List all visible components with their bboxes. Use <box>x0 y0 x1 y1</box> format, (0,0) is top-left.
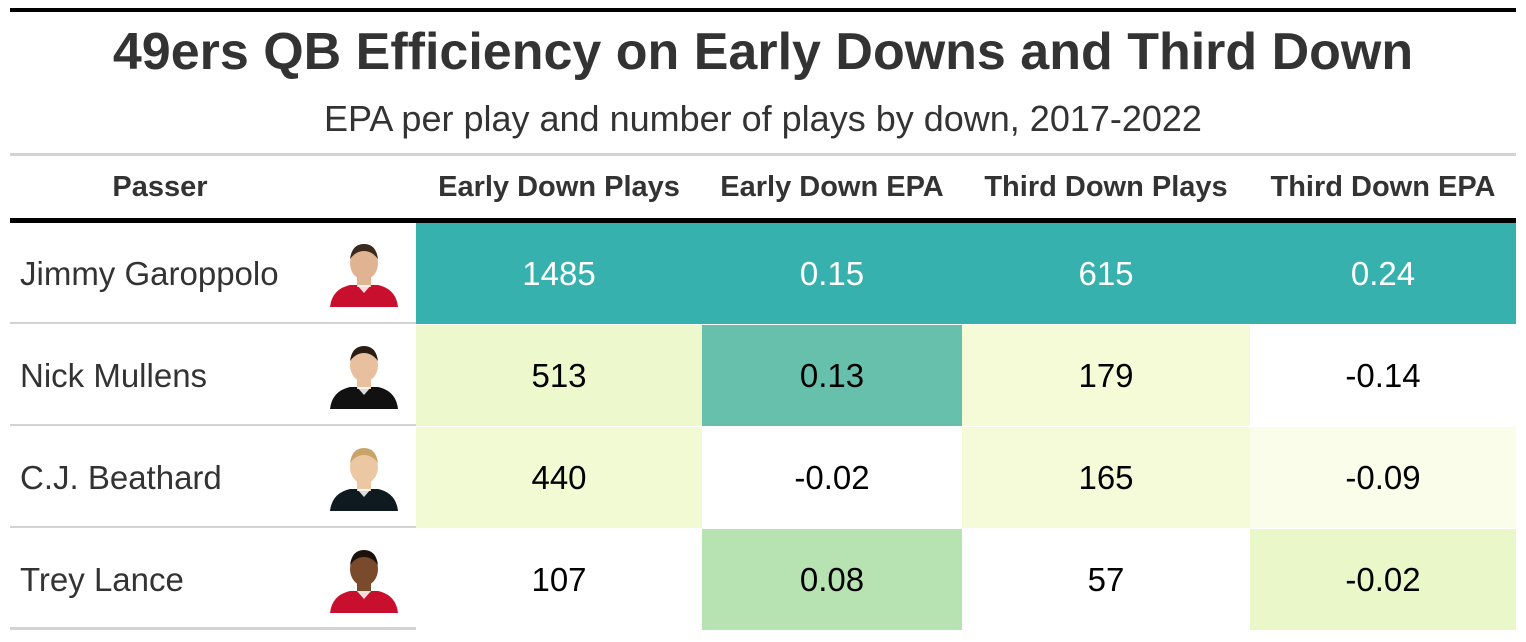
column-header-early-down-epa: Early Down EPA <box>720 171 944 203</box>
table-row: Jimmy Garoppolo 1485 0.15 615 0.24 <box>10 223 1516 324</box>
column-header-third-down-epa: Third Down EPA <box>1270 171 1496 203</box>
early-down-plays-cell: 513 <box>416 325 702 426</box>
passer-name: Trey Lance <box>20 561 184 598</box>
third-down-epa-cell: -0.14 <box>1250 325 1516 426</box>
third-down-epa-cell: 0.24 <box>1250 223 1516 324</box>
early-down-epa-cell: 0.08 <box>702 529 962 630</box>
chart-subtitle: EPA per play and number of plays by down… <box>324 98 1202 139</box>
header-divider <box>10 218 1516 223</box>
chart-title: 49ers QB Efficiency on Early Downs and T… <box>112 23 1414 81</box>
passer-name: C.J. Beathard <box>20 459 222 496</box>
player-headshot-icon <box>330 244 398 307</box>
early-down-plays-cell: 1485 <box>416 223 702 324</box>
third-down-plays-cell: 57 <box>962 529 1250 630</box>
early-down-epa-cell: -0.02 <box>702 427 962 528</box>
column-header-passer: Passer <box>112 171 208 203</box>
column-header-third-down-plays: Third Down Plays <box>984 171 1228 203</box>
column-header-early-down-plays: Early Down Plays <box>438 171 680 203</box>
table-row: Trey Lance 107 0.08 57 -0.02 <box>10 529 1516 630</box>
passer-name: Nick Mullens <box>20 357 208 394</box>
player-headshot-icon <box>330 346 398 409</box>
early-down-epa-cell: 0.13 <box>702 325 962 426</box>
top-border <box>10 8 1516 12</box>
third-down-epa-cell: -0.09 <box>1250 427 1516 528</box>
early-down-plays-cell: 440 <box>416 427 702 528</box>
early-down-epa-cell: 0.15 <box>702 223 962 324</box>
passer-name: Jimmy Garoppolo <box>20 255 279 292</box>
table-row: Nick Mullens 513 0.13 179 -0.14 <box>10 325 1516 426</box>
player-headshot-icon <box>330 448 398 511</box>
subtitle-divider <box>10 153 1516 156</box>
player-headshot-icon <box>330 550 398 613</box>
third-down-plays-cell: 179 <box>962 325 1250 426</box>
third-down-epa-cell: -0.02 <box>1250 529 1516 630</box>
table-row: C.J. Beathard 440 -0.02 165 -0.09 <box>10 427 1516 528</box>
third-down-plays-cell: 615 <box>962 223 1250 324</box>
table-header: Passer Early Down Plays Early Down EPA T… <box>10 156 1516 218</box>
third-down-plays-cell: 165 <box>962 427 1250 528</box>
early-down-plays-cell: 107 <box>416 529 702 630</box>
